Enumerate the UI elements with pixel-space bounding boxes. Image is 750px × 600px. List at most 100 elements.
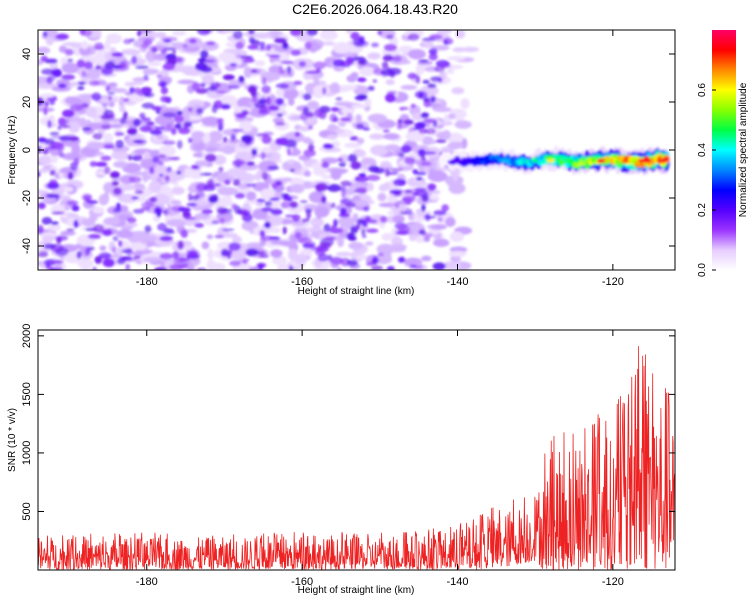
y-tick-label: 1500 xyxy=(21,382,33,406)
noise-peak xyxy=(162,229,175,235)
noise-peak xyxy=(149,196,158,203)
noise-peak xyxy=(107,95,113,101)
noise-peak xyxy=(289,201,299,209)
noise-peak xyxy=(169,263,184,270)
noise-cell xyxy=(446,68,455,74)
noise-peak xyxy=(44,59,58,64)
noise-peak xyxy=(261,84,271,94)
noise-peak xyxy=(58,151,65,158)
noise-peak xyxy=(417,148,426,158)
noise-peak xyxy=(128,176,142,183)
noise-cell xyxy=(378,202,397,208)
noise-peak xyxy=(306,210,312,220)
noise-cell xyxy=(335,251,353,257)
noise-peak xyxy=(266,96,272,106)
noise-peak xyxy=(45,146,58,150)
noise-peak xyxy=(260,151,266,161)
noise-peak xyxy=(227,85,240,90)
noise-peak xyxy=(399,106,410,110)
noise-cell xyxy=(392,214,405,224)
noise-cell xyxy=(69,81,81,87)
noise-cell xyxy=(390,244,407,251)
noise-peak xyxy=(423,236,430,242)
noise-peak xyxy=(432,262,446,270)
noise-peak xyxy=(80,30,93,37)
noise-peak xyxy=(261,207,274,212)
noise-peak xyxy=(177,240,185,250)
noise-peak xyxy=(98,252,112,259)
noise-peak xyxy=(165,175,170,183)
noise-peak xyxy=(156,74,162,78)
noise-cell xyxy=(116,229,134,239)
noise-cell xyxy=(119,205,129,213)
x-tick-label: -180 xyxy=(136,576,158,588)
noise-cell xyxy=(171,42,186,49)
noise-peak xyxy=(305,70,319,74)
noise-peak xyxy=(418,91,424,99)
noise-peak xyxy=(234,192,246,199)
noise-peak xyxy=(229,260,242,267)
noise-peak xyxy=(329,113,338,123)
noise-cell xyxy=(130,230,150,242)
noise-cell xyxy=(131,80,144,85)
noise-peak xyxy=(192,194,200,199)
noise-cell xyxy=(85,106,97,118)
noise-cell xyxy=(391,227,399,239)
noise-peak xyxy=(412,191,419,196)
noise-peak xyxy=(219,217,225,225)
snr-y-axis: 500 1000 1500 2000 xyxy=(21,324,675,521)
noise-peak xyxy=(423,151,437,155)
noise-cell xyxy=(341,105,355,116)
noise-peak xyxy=(77,81,86,85)
noise-cell xyxy=(385,79,395,86)
noise-peak xyxy=(199,172,214,176)
noise-cell xyxy=(45,37,54,46)
noise-cell xyxy=(201,74,215,86)
noise-cell xyxy=(107,86,119,92)
noise-peak xyxy=(139,30,153,34)
noise-peak xyxy=(345,56,355,65)
noise-cell xyxy=(129,242,147,251)
noise-peak xyxy=(159,252,174,260)
noise-peak xyxy=(392,55,402,62)
noise-peak xyxy=(89,161,98,167)
noise-cell xyxy=(448,113,456,120)
noise-peak xyxy=(66,58,74,63)
noise-peak xyxy=(275,83,290,89)
noise-peak xyxy=(312,61,327,70)
noise-peak xyxy=(261,171,268,181)
noise-peak xyxy=(204,153,217,163)
noise-peak xyxy=(51,211,65,215)
noise-peak xyxy=(242,58,256,63)
noise-peak xyxy=(162,111,177,118)
noise-peak xyxy=(424,213,431,221)
noise-peak xyxy=(160,49,167,55)
noise-peak xyxy=(340,180,353,187)
noise-cell xyxy=(327,123,337,132)
noise-peak xyxy=(233,205,242,215)
noise-peak xyxy=(321,196,327,204)
noise-peak xyxy=(178,127,191,135)
noise-cell xyxy=(287,159,295,165)
noise-cell xyxy=(213,154,227,166)
spectrogram-plot-area xyxy=(38,30,670,270)
noise-peak xyxy=(268,236,281,241)
colorbar-tick-label: 0.0 xyxy=(697,263,708,277)
noise-peak xyxy=(126,127,138,136)
noise-cell xyxy=(374,254,393,265)
noise-cell xyxy=(207,130,223,143)
noise-cell xyxy=(411,112,424,121)
noise-peak xyxy=(103,144,115,149)
noise-peak xyxy=(329,227,344,234)
noise-peak xyxy=(276,113,283,118)
x-tick-label: -180 xyxy=(136,276,158,288)
noise-peak xyxy=(443,39,449,46)
noise-peak xyxy=(114,132,125,136)
noise-cell xyxy=(305,227,323,232)
noise-peak xyxy=(135,65,149,70)
noise-peak xyxy=(264,200,273,207)
noise-peak xyxy=(112,246,117,254)
noise-peak xyxy=(58,135,72,142)
noise-peak xyxy=(294,231,302,240)
noise-peak xyxy=(303,149,316,157)
